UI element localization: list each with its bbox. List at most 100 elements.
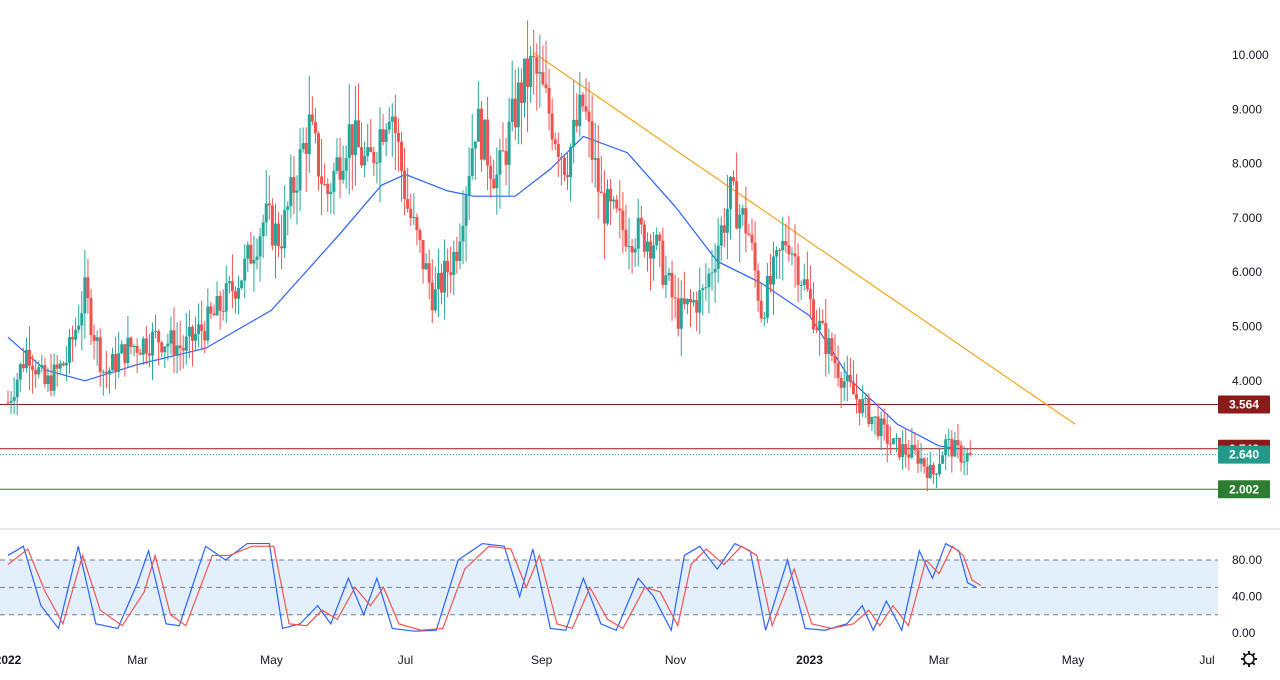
- candle-body-up[interactable]: [111, 354, 115, 371]
- candle-body-up[interactable]: [273, 223, 277, 246]
- candle-body-up[interactable]: [719, 225, 723, 246]
- candle-body-down[interactable]: [267, 203, 271, 206]
- candle-body-down[interactable]: [836, 363, 840, 379]
- candle-body-down[interactable]: [956, 440, 960, 446]
- candle-body-down[interactable]: [360, 147, 364, 166]
- candle-body-up[interactable]: [141, 338, 145, 355]
- candle-body-down[interactable]: [304, 143, 308, 154]
- candle-body-up[interactable]: [120, 344, 124, 354]
- candle-body-down[interactable]: [747, 233, 751, 235]
- candle-body-up[interactable]: [818, 320, 822, 330]
- candle-body-down[interactable]: [581, 94, 585, 107]
- candle-body-up[interactable]: [227, 281, 231, 284]
- candle-body-up[interactable]: [329, 191, 333, 194]
- candle-body-down[interactable]: [190, 326, 194, 341]
- candle-body-down[interactable]: [851, 382, 855, 395]
- candle-body-down[interactable]: [172, 330, 176, 357]
- candle-body-up[interactable]: [458, 241, 462, 262]
- candle-body-down[interactable]: [86, 277, 90, 299]
- candle-body-up[interactable]: [353, 120, 357, 156]
- candle-body-down[interactable]: [49, 375, 53, 391]
- candle-body-down[interactable]: [28, 350, 32, 366]
- candle-body-up[interactable]: [264, 203, 268, 223]
- candle-body-up[interactable]: [375, 162, 379, 164]
- candle-body-down[interactable]: [796, 256, 800, 285]
- candle-body-up[interactable]: [664, 275, 668, 285]
- candle-body-down[interactable]: [535, 56, 539, 74]
- candle-body-down[interactable]: [821, 320, 825, 323]
- candle-body-up[interactable]: [390, 116, 394, 122]
- candle-body-down[interactable]: [270, 205, 274, 246]
- candle-body-up[interactable]: [741, 208, 745, 215]
- candle-body-up[interactable]: [879, 418, 883, 437]
- candle-body-up[interactable]: [775, 250, 779, 257]
- candle-body-down[interactable]: [670, 272, 674, 298]
- candle-body-down[interactable]: [372, 151, 376, 164]
- candle-body-down[interactable]: [34, 369, 38, 375]
- candle-body-down[interactable]: [317, 133, 321, 177]
- candle-body-up[interactable]: [873, 416, 877, 418]
- candle-body-down[interactable]: [43, 365, 47, 384]
- candle-body-down[interactable]: [129, 337, 133, 347]
- candle-body-up[interactable]: [790, 253, 794, 255]
- candle-body-down[interactable]: [768, 276, 772, 285]
- candle-body-down[interactable]: [630, 246, 634, 253]
- candle-body-up[interactable]: [685, 298, 689, 305]
- candle-body-down[interactable]: [455, 251, 459, 262]
- candle-body-up[interactable]: [762, 317, 766, 319]
- candle-body-up[interactable]: [347, 124, 351, 158]
- candle-body-down[interactable]: [735, 181, 739, 229]
- candle-body-up[interactable]: [507, 121, 511, 165]
- candle-body-up[interactable]: [679, 298, 683, 329]
- candle-body-down[interactable]: [55, 364, 59, 369]
- candle-body-down[interactable]: [135, 345, 139, 353]
- candle-body-up[interactable]: [12, 397, 16, 401]
- candle-body-down[interactable]: [609, 188, 613, 202]
- candle-body-up[interactable]: [261, 222, 265, 237]
- candle-body-up[interactable]: [636, 217, 640, 249]
- candle-body-up[interactable]: [522, 58, 526, 103]
- price-axis[interactable]: 10.000 9.000 8.000 7.000 6.000 5.000 4.000: [1232, 48, 1269, 388]
- candle-body-up[interactable]: [938, 463, 942, 474]
- candle-body-down[interactable]: [415, 216, 419, 231]
- candle-body-up[interactable]: [861, 398, 865, 413]
- candle-body-down[interactable]: [234, 291, 238, 299]
- candle-body-down[interactable]: [787, 245, 791, 255]
- candle-body-down[interactable]: [553, 139, 557, 144]
- candle-body-up[interactable]: [538, 72, 542, 74]
- candle-body-down[interactable]: [602, 193, 606, 224]
- candle-body-down[interactable]: [501, 150, 505, 152]
- candle-body-down[interactable]: [811, 299, 815, 330]
- candle-body-down[interactable]: [427, 263, 431, 283]
- candle-body-up[interactable]: [704, 287, 708, 289]
- candle-body-down[interactable]: [575, 119, 579, 127]
- candle-body-down[interactable]: [421, 239, 425, 270]
- candle-body-down[interactable]: [599, 191, 603, 194]
- candle-body-up[interactable]: [58, 363, 62, 369]
- candle-body-down[interactable]: [178, 345, 182, 349]
- candle-body-down[interactable]: [221, 310, 225, 312]
- candle-body-down[interactable]: [876, 416, 880, 437]
- candle-body-down[interactable]: [31, 365, 35, 370]
- candle-body-down[interactable]: [89, 298, 93, 336]
- candle-body-up[interactable]: [184, 336, 188, 351]
- candle-body-up[interactable]: [716, 245, 720, 269]
- candle-body-down[interactable]: [280, 246, 284, 249]
- candle-body-down[interactable]: [615, 199, 619, 209]
- candle-body-down[interactable]: [550, 113, 554, 140]
- candle-body-up[interactable]: [870, 416, 874, 424]
- time-axis[interactable]: 2022 Mar May Jul Sep Nov 2023 Mar May Jul: [0, 653, 1215, 667]
- candle-body-down[interactable]: [98, 337, 102, 372]
- candle-body-up[interactable]: [910, 444, 914, 458]
- candle-body-up[interactable]: [37, 367, 41, 375]
- candle-body-down[interactable]: [486, 119, 490, 166]
- candle-body-up[interactable]: [436, 272, 440, 290]
- candle-body-up[interactable]: [944, 439, 948, 456]
- candle-body-down[interactable]: [784, 241, 788, 246]
- candle-body-down[interactable]: [430, 282, 434, 311]
- candle-body-down[interactable]: [888, 443, 892, 445]
- candle-body-down[interactable]: [157, 331, 161, 343]
- candle-body-up[interactable]: [289, 177, 293, 207]
- candle-body-down[interactable]: [904, 444, 908, 455]
